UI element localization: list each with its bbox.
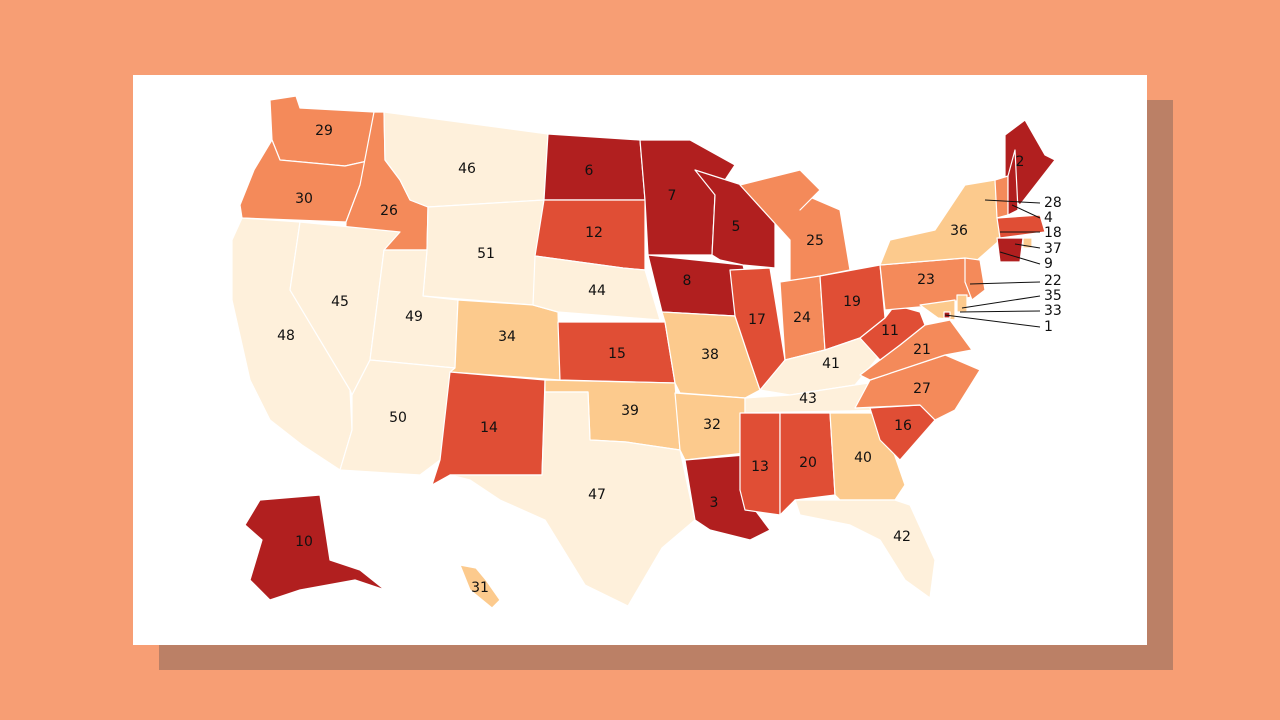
rank-label-mt: 46 <box>458 161 476 177</box>
rank-label-nc: 27 <box>913 381 931 397</box>
rank-label-ks: 15 <box>608 346 626 362</box>
rank-label-nd: 6 <box>585 163 594 179</box>
state-mi <box>739 169 851 283</box>
rank-label-ga: 40 <box>854 450 872 466</box>
rank-label-wy: 51 <box>477 246 495 262</box>
leader-line-ri <box>1014 243 1041 249</box>
leader-lines <box>944 199 1041 328</box>
rank-label-nm: 14 <box>480 420 498 436</box>
rank-label-tx: 47 <box>588 487 606 503</box>
rank-label-hi: 31 <box>471 580 489 596</box>
rank-label-co: 34 <box>498 329 516 345</box>
rank-label-fl: 42 <box>893 529 911 545</box>
rank-label-ar: 32 <box>703 417 721 433</box>
rank-label-nj: 22 <box>1044 273 1062 289</box>
rank-label-wa: 29 <box>315 123 333 139</box>
state-ar <box>674 392 746 461</box>
rank-label-in: 24 <box>793 310 811 326</box>
state-ct <box>996 237 1024 263</box>
state-ms <box>739 412 781 516</box>
state-mt <box>383 111 549 208</box>
rank-label-nh: 4 <box>1044 210 1053 226</box>
rank-label-sd: 12 <box>585 225 603 241</box>
rank-label-id: 26 <box>380 203 398 219</box>
rank-label-or: 30 <box>295 191 313 207</box>
rank-label-mi: 25 <box>806 233 824 249</box>
rank-label-pa: 23 <box>917 272 935 288</box>
state-ny <box>879 179 1001 266</box>
state-nd <box>543 133 646 201</box>
rank-label-il: 17 <box>748 312 766 328</box>
rank-label-oh: 19 <box>843 294 861 310</box>
rank-label-ct: 9 <box>1044 256 1053 272</box>
rank-label-az: 50 <box>389 410 407 426</box>
state-de <box>956 294 968 313</box>
state-nj <box>964 257 986 301</box>
leader-line-nh <box>1011 204 1041 219</box>
rank-label-de: 35 <box>1044 288 1062 304</box>
rank-label-ny: 36 <box>950 223 968 239</box>
rank-label-tn: 43 <box>799 391 817 407</box>
state-wv <box>859 304 926 361</box>
rank-label-ok: 39 <box>621 403 639 419</box>
state-hi <box>459 564 501 609</box>
rank-label-md: 33 <box>1044 303 1062 319</box>
rank-label-ky: 41 <box>822 356 840 372</box>
state-ma <box>996 214 1046 239</box>
state-shapes <box>231 95 1056 609</box>
rank-label-ri: 37 <box>1044 241 1062 257</box>
state-wy <box>422 199 545 306</box>
leader-line-md <box>959 310 1041 313</box>
leader-line-de <box>961 295 1041 309</box>
state-fl <box>794 499 936 599</box>
rank-label-nv: 45 <box>331 294 349 310</box>
rank-label-sc: 16 <box>894 418 912 434</box>
rank-label-ak: 10 <box>295 534 313 550</box>
rank-label-mo: 38 <box>701 347 719 363</box>
rank-label-wi: 5 <box>732 219 741 235</box>
state-vt <box>994 175 1009 219</box>
rank-label-wv: 11 <box>881 323 899 339</box>
rank-label-me: 2 <box>1016 154 1025 170</box>
rank-label-ia: 8 <box>683 273 692 289</box>
rank-label-ms: 13 <box>751 459 769 475</box>
rank-label-la: 3 <box>710 495 719 511</box>
rank-label-ut: 49 <box>405 309 423 325</box>
rank-label-dc: 1 <box>1044 319 1053 335</box>
leader-line-vt <box>984 199 1041 204</box>
rank-label-ma: 18 <box>1044 225 1062 241</box>
rank-label-ne: 44 <box>588 283 606 299</box>
rank-label-al: 20 <box>799 455 817 471</box>
leader-line-nj <box>969 281 1041 285</box>
rank-label-vt: 28 <box>1044 195 1062 211</box>
rank-label-mn: 7 <box>668 188 677 204</box>
rank-label-ca: 48 <box>277 328 295 344</box>
state-ne <box>532 255 661 321</box>
rank-label-va: 21 <box>913 342 931 358</box>
state-nh <box>1007 149 1019 216</box>
leader-line-dc <box>944 314 1041 328</box>
state-al <box>779 412 836 516</box>
state-tx <box>449 391 696 607</box>
leader-line-ct <box>999 251 1041 265</box>
state-ak <box>244 494 386 601</box>
state-labels: 2930482645465149503414612441539477838323… <box>277 123 1062 596</box>
